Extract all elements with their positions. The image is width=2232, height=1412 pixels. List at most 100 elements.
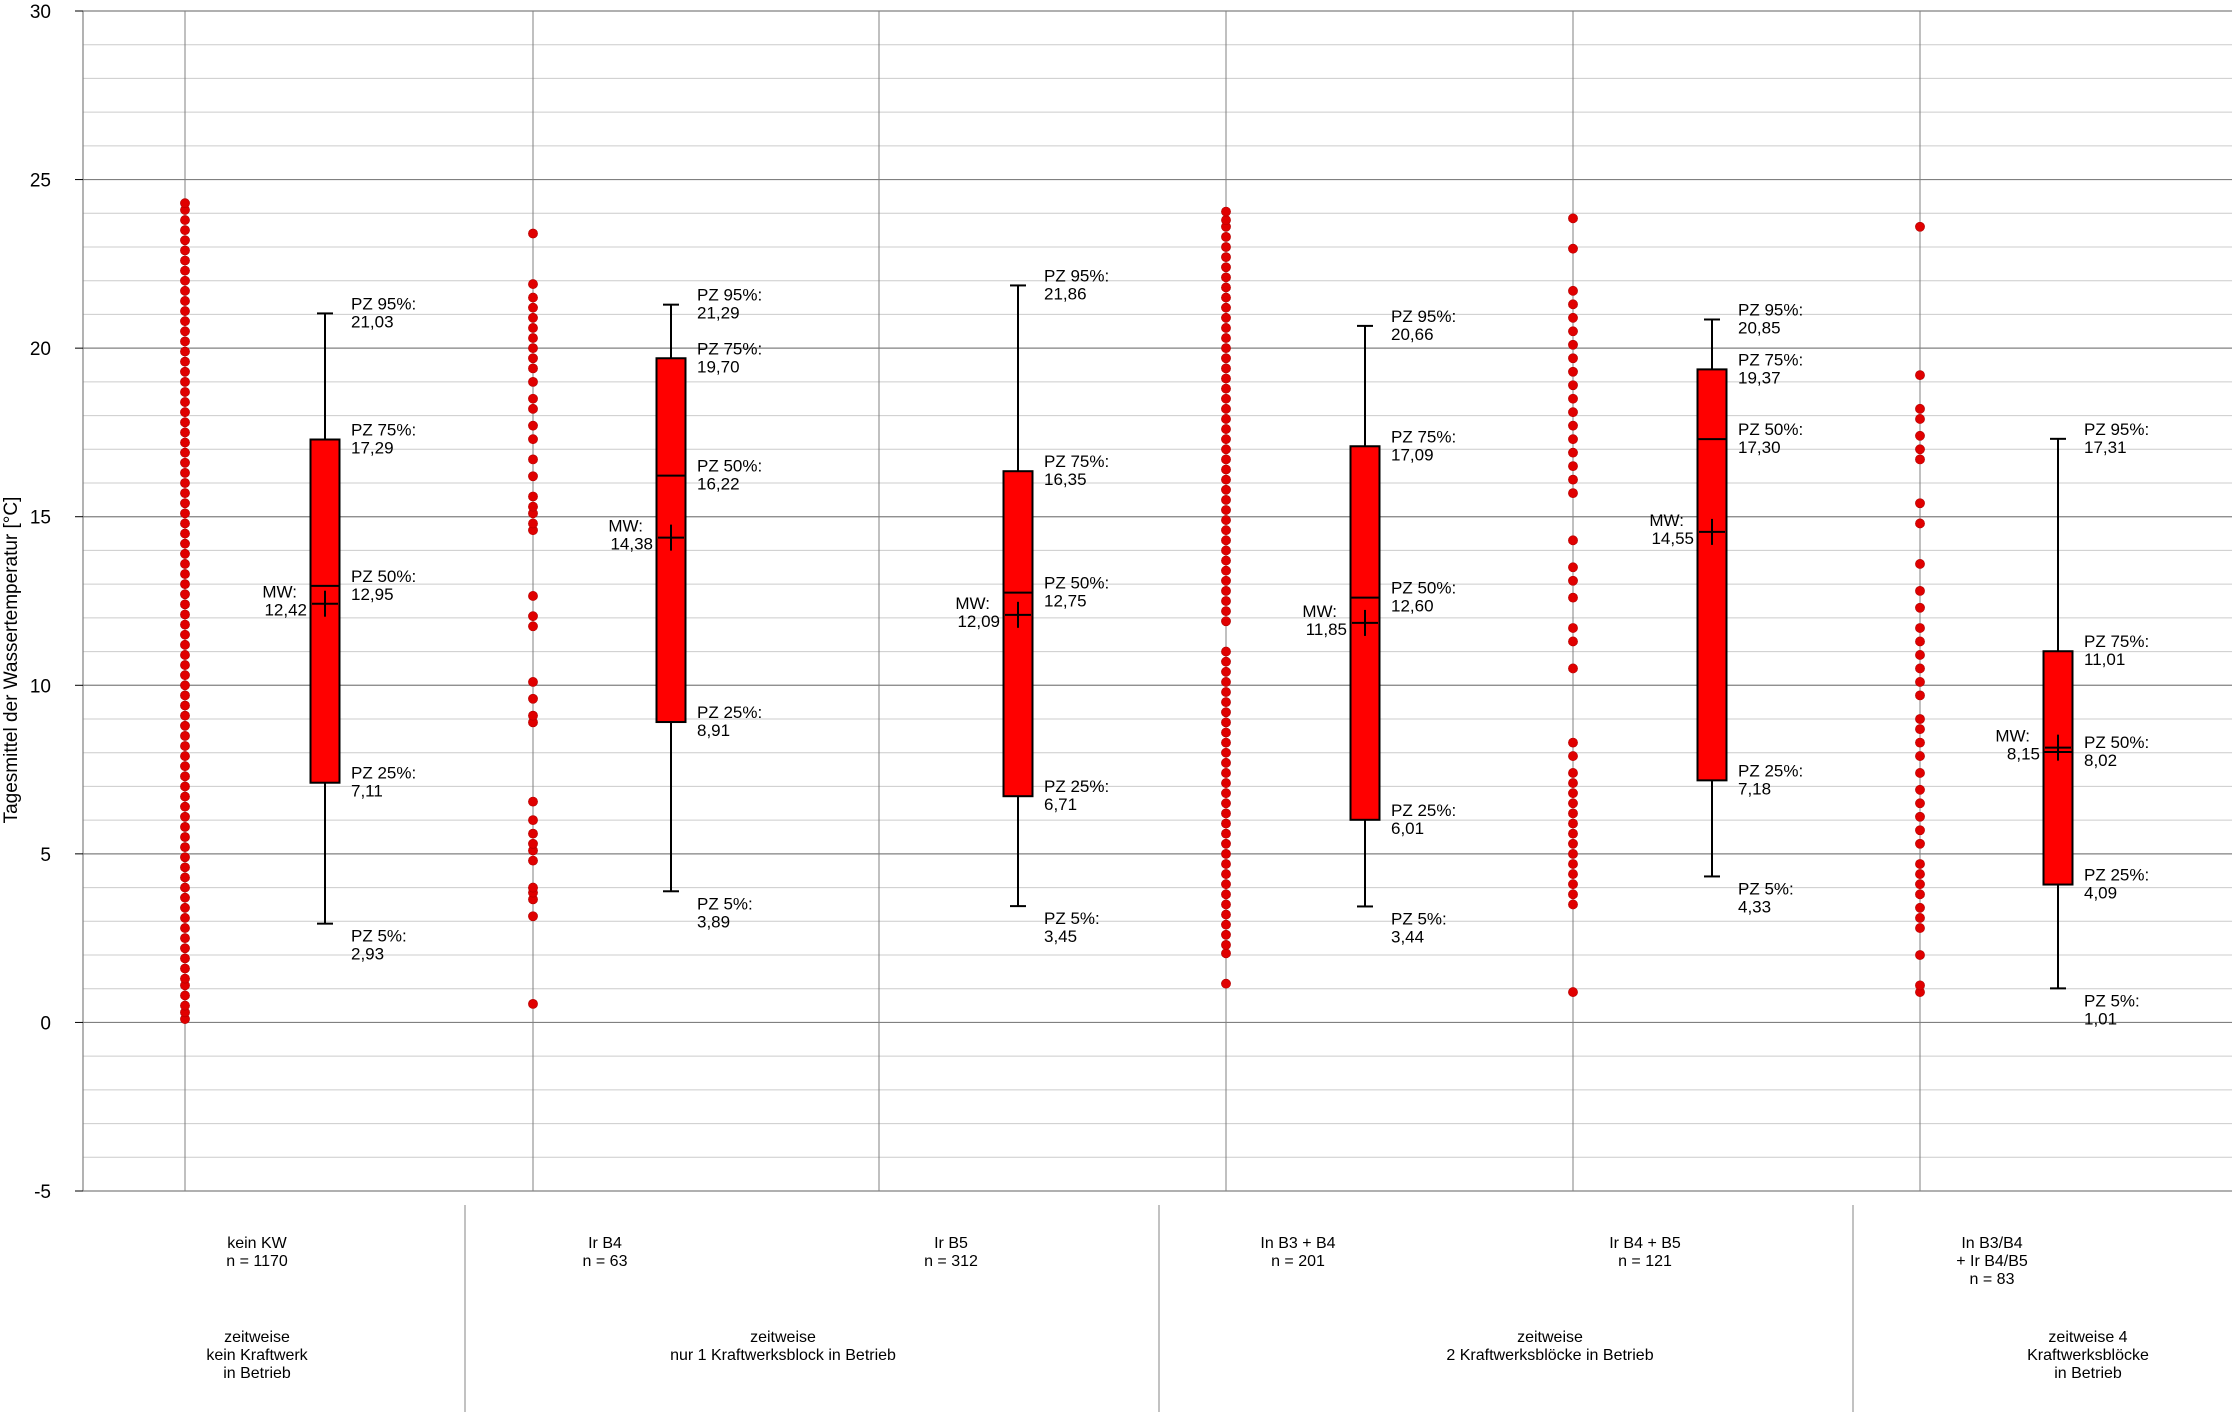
percentile-label: PZ 75%: [2084, 632, 2149, 651]
data-point [180, 508, 190, 519]
percentile-value: 20,85 [1738, 318, 1781, 337]
data-point [180, 498, 190, 509]
percentile-value: 12,75 [1044, 592, 1087, 611]
data-point [528, 471, 538, 482]
data-point [180, 730, 190, 741]
data-point [180, 467, 190, 478]
data-point [180, 387, 190, 397]
data-point [180, 751, 190, 761]
outlier-points [180, 198, 1925, 1024]
data-point [1221, 575, 1231, 586]
data-point [180, 811, 190, 822]
percentile-label: PZ 75%: [1391, 427, 1456, 446]
percentile-label: PZ 50%: [351, 567, 416, 586]
data-point [1221, 666, 1231, 677]
data-point [180, 275, 190, 286]
percentile-value: 17,09 [1391, 445, 1434, 464]
percentile-label: PZ 25%: [1391, 801, 1456, 820]
data-point [180, 548, 190, 559]
data-point [528, 518, 538, 529]
data-point [528, 796, 538, 807]
data-point [1221, 869, 1231, 879]
data-point [1915, 370, 1925, 381]
data-point [180, 761, 190, 772]
mean-value: 11,85 [1306, 620, 1347, 639]
data-point [180, 225, 190, 236]
mean-value: 14,38 [610, 535, 653, 554]
mean-label: MW: [955, 594, 990, 613]
data-point [528, 855, 538, 866]
data-point [1568, 326, 1578, 337]
data-point [1221, 757, 1231, 768]
data-point [1915, 650, 1925, 660]
data-point [1568, 213, 1578, 224]
data-point [1221, 535, 1231, 546]
group-label: Kraftwerksblöcke [2027, 1347, 2149, 1364]
data-point [1221, 859, 1231, 869]
percentile-value: 16,22 [697, 475, 740, 494]
data-point [180, 619, 190, 630]
data-point [1221, 656, 1231, 667]
data-point [1221, 948, 1231, 959]
data-point [1568, 575, 1578, 586]
percentile-value: 3,89 [697, 912, 730, 931]
data-point [1221, 828, 1231, 839]
data-point [180, 316, 190, 327]
data-point [1568, 299, 1578, 310]
y-tick-label: 15 [30, 508, 51, 529]
data-point [1221, 646, 1231, 657]
y-tick-label: -5 [34, 1182, 51, 1203]
box-group: PZ 95%:21,29 PZ 75%:19,70 PZ 50%:16,22 PZ 2… [608, 286, 762, 932]
data-point [528, 363, 538, 374]
data-point [1915, 913, 1925, 923]
data-point [1568, 535, 1578, 546]
data-point [528, 710, 538, 721]
box-group: PZ 95%:21,86 PZ 75%:16,35 PZ 50%:12,75 PZ 2… [955, 266, 1109, 946]
data-point [1221, 383, 1231, 394]
data-point [528, 882, 538, 893]
mean-label: MW: [1302, 602, 1337, 621]
data-point [528, 491, 538, 502]
data-point [1221, 424, 1231, 434]
data-point [180, 198, 190, 209]
data-point [1568, 737, 1578, 748]
percentile-value: 6,71 [1044, 795, 1077, 814]
data-point [1915, 950, 1925, 960]
data-point [180, 599, 190, 610]
percentile-value: 8,02 [2084, 751, 2117, 770]
data-point [1568, 798, 1578, 809]
category-label: n = 312 [924, 1253, 978, 1270]
data-point [180, 710, 190, 721]
data-point [1915, 454, 1925, 465]
percentile-label: PZ 75%: [1738, 350, 1803, 369]
data-point [1221, 788, 1231, 799]
data-point [180, 285, 190, 296]
data-point [1221, 939, 1231, 950]
data-point [1221, 909, 1231, 920]
category-label: Ir B4 [588, 1235, 622, 1252]
data-point [180, 660, 190, 670]
group-label: nur 1 Kraftwerksblock in Betrieb [670, 1347, 896, 1364]
percentile-value: 21,29 [697, 304, 740, 323]
grid-lines [82, 10, 2232, 1192]
box-group: PZ 95%:20,66 PZ 75%:17,09 PZ 50%:12,60 PZ 2… [1302, 307, 1456, 947]
mean-label: MW: [1649, 511, 1684, 530]
data-point [180, 892, 190, 903]
percentile-value: 12,95 [351, 585, 394, 604]
category-label: kein KW [227, 1235, 287, 1252]
data-point [180, 366, 190, 377]
data-point [180, 882, 190, 893]
data-point [180, 923, 190, 933]
data-point [1221, 879, 1231, 890]
data-point [1568, 285, 1578, 296]
percentile-value: 17,30 [1738, 438, 1781, 457]
data-point [1568, 889, 1578, 900]
data-point [180, 579, 190, 590]
data-point [1221, 707, 1231, 718]
data-point [180, 852, 190, 863]
data-point [180, 407, 190, 418]
data-point [528, 693, 538, 704]
data-point [1568, 788, 1578, 799]
percentile-label: PZ 5%: [2084, 991, 2140, 1010]
data-point [1221, 444, 1231, 455]
